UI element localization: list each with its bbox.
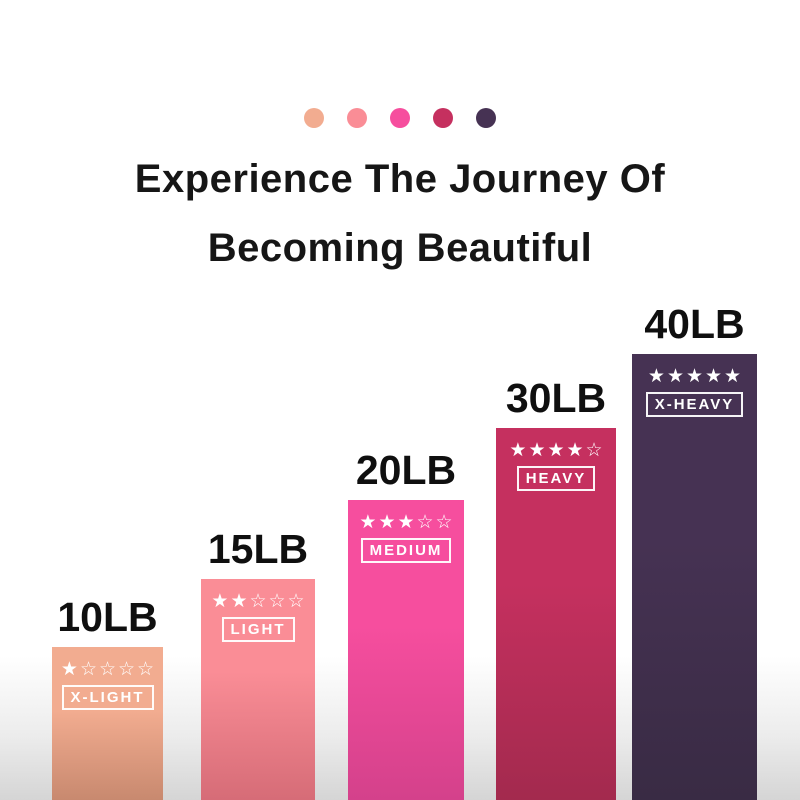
x-light-dot-icon (304, 108, 324, 128)
star-rating-icon: ★★★★★ (647, 365, 744, 387)
level-badge-light: LIGHT (221, 617, 295, 642)
bar-heavy: ★★★★☆ HEAVY (496, 428, 616, 800)
star-rating-icon: ★★★☆☆ (359, 511, 455, 533)
weight-label-40lb: 40LB (644, 301, 745, 347)
weight-label-15lb: 15LB (207, 526, 309, 572)
weight-label-30lb: 30LB (505, 375, 607, 421)
light-dot-icon (347, 108, 367, 128)
bar-medium: ★★★☆☆ MEDIUM (348, 500, 464, 800)
level-badge-heavy: HEAVY (516, 466, 596, 491)
palette-dot-row (0, 108, 800, 128)
page-title-line1: Experience The Journey Of (134, 157, 666, 201)
level-badge-medium: MEDIUM (360, 538, 452, 563)
weight-label-10lb: 10LB (57, 594, 158, 640)
medium-dot-icon (390, 108, 410, 128)
level-badge-x-heavy: X-HEAVY (645, 392, 744, 417)
star-rating-icon: ★☆☆☆☆ (60, 658, 157, 680)
bar-x-light: ★☆☆☆☆ X-LIGHT (52, 647, 163, 800)
level-badge-x-light: X-LIGHT (61, 685, 154, 710)
star-rating-icon: ★★☆☆☆ (211, 590, 307, 612)
page-title: Experience The Journey Of Becoming Beaut… (0, 145, 800, 283)
bar-x-heavy: ★★★★★ X-HEAVY (632, 354, 757, 800)
weight-label-20lb: 20LB (355, 447, 457, 493)
x-heavy-dot-icon (476, 108, 496, 128)
heavy-dot-icon (433, 108, 453, 128)
page-title-line2: Becoming Beautiful (207, 226, 593, 270)
bar-light: ★★☆☆☆ LIGHT (201, 579, 315, 800)
star-rating-icon: ★★★★☆ (509, 439, 605, 461)
